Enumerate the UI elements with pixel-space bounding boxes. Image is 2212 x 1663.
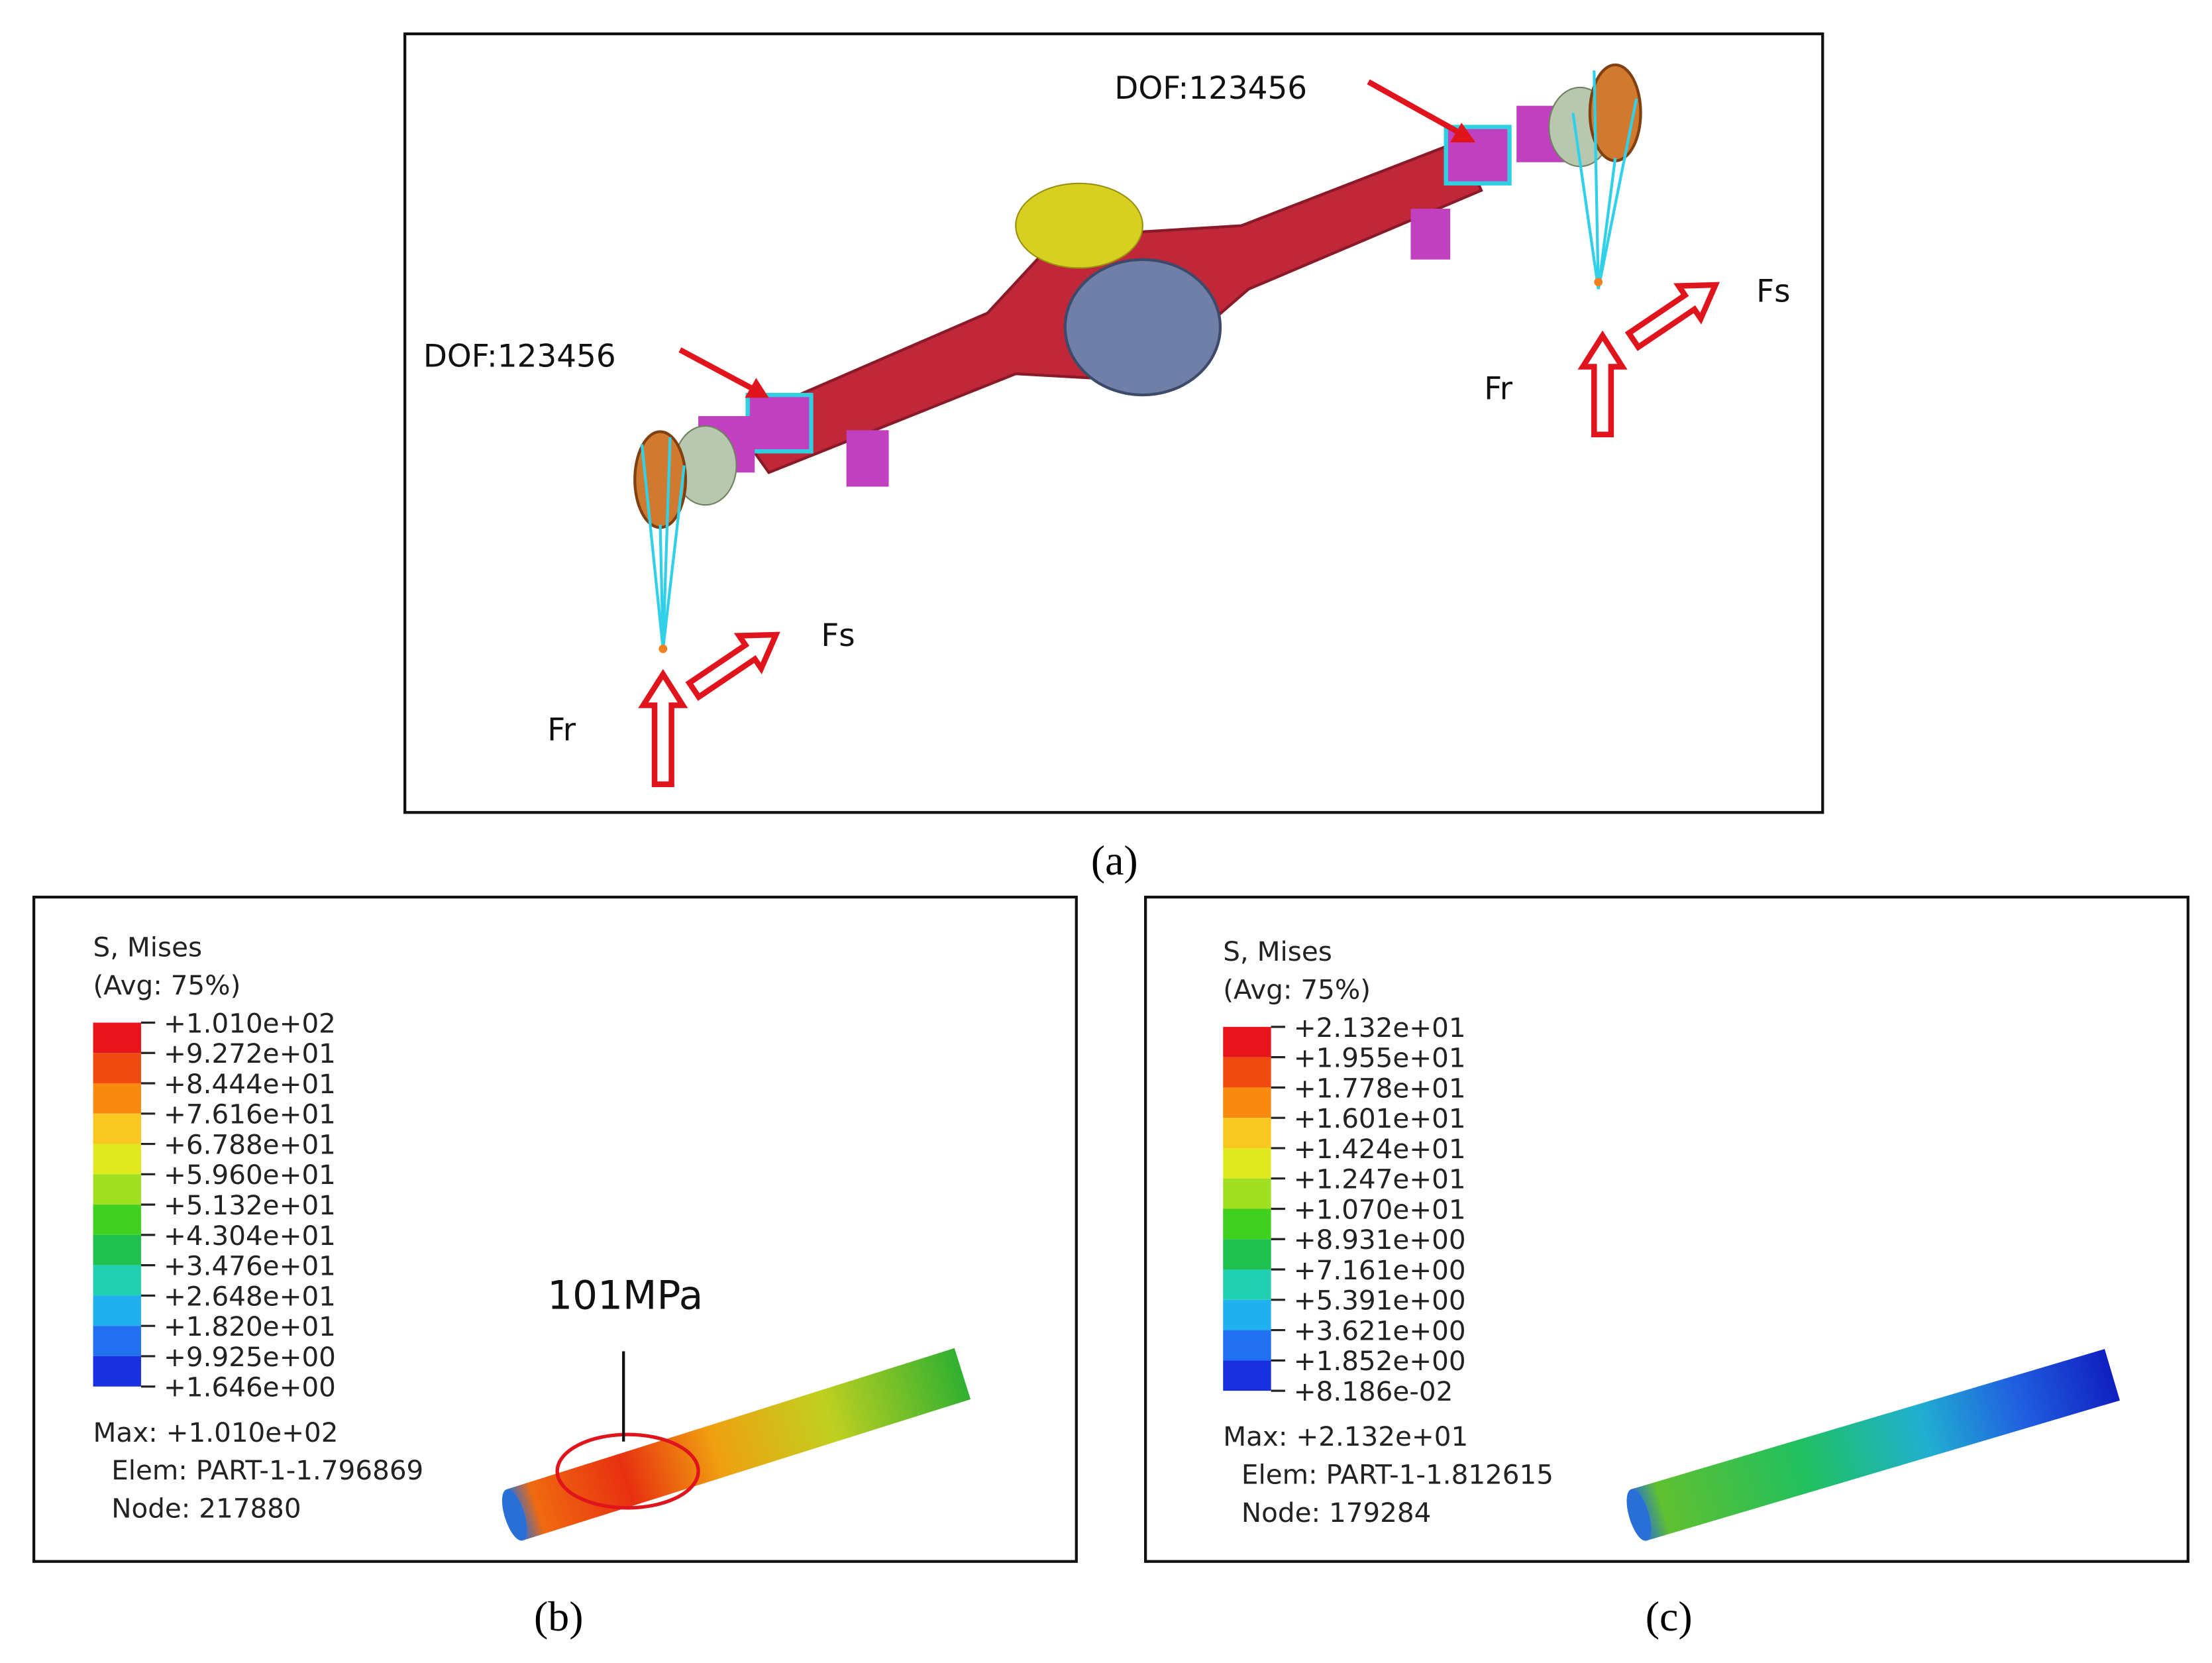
legend-label: +7.161e+00 [1294, 1254, 1466, 1286]
caption: (c) [1646, 1593, 1693, 1640]
legend-label: +7.616e+01 [164, 1099, 336, 1130]
legend-label: +2.132e+01 [1294, 1012, 1466, 1044]
legend-band [1223, 1208, 1271, 1240]
max-info: Max: +1.010e+02 [93, 1417, 339, 1448]
force-label: Fs [821, 618, 855, 654]
legend-label: +1.010e+02 [164, 1007, 336, 1039]
legend-label: +8.186e-02 [1294, 1375, 1453, 1407]
legend-label: +1.070e+01 [1294, 1193, 1466, 1225]
legend-band [93, 1174, 141, 1205]
legend-label: +1.424e+01 [1294, 1133, 1466, 1165]
legend-title: S, Mises [1223, 936, 1332, 967]
legend-band [93, 1205, 141, 1235]
legend-band [1223, 1360, 1271, 1391]
stress-tube [1626, 1349, 2120, 1541]
legend-label: +1.247e+01 [1294, 1163, 1466, 1195]
legend-band [1223, 1178, 1271, 1209]
legend-label: +5.132e+01 [164, 1189, 336, 1221]
legend-band [1223, 1026, 1271, 1057]
legend-subtitle: (Avg: 75%) [1223, 973, 1371, 1005]
legend-label: +2.648e+01 [164, 1280, 336, 1312]
legend-subtitle: (Avg: 75%) [93, 969, 241, 1001]
elem-info: Elem: PART-1-1.796869 [111, 1454, 423, 1486]
legend-label: +8.931e+00 [1294, 1224, 1466, 1256]
legend-band [93, 1083, 141, 1114]
force-label: Fr [547, 713, 576, 749]
elem-info: Elem: PART-1-1.812615 [1241, 1459, 1554, 1491]
annotation: 101MPa [547, 1273, 703, 1319]
legend-label: +1.601e+01 [1294, 1102, 1466, 1134]
dof-label: DOF:123456 [423, 339, 616, 375]
legend-label: +1.646e+00 [164, 1371, 336, 1403]
legend-band [93, 1113, 141, 1144]
legend-band [1223, 1269, 1271, 1300]
legend-label: +5.960e+01 [164, 1159, 336, 1191]
legend-label: +9.925e+00 [164, 1341, 336, 1373]
legend-label: +8.444e+01 [164, 1068, 336, 1100]
legend-label: +1.820e+01 [164, 1311, 336, 1342]
legend-band [1223, 1239, 1271, 1270]
highlight-ellipse [555, 1432, 700, 1510]
max-info: Max: +2.132e+01 [1223, 1421, 1468, 1452]
node-info: Node: 179284 [1241, 1497, 1431, 1529]
stress-tube [501, 1348, 971, 1541]
legend-label: +1.778e+01 [1294, 1072, 1466, 1104]
legend-label: +4.304e+01 [164, 1220, 336, 1252]
legend-band [93, 1265, 141, 1296]
legend-band [1223, 1057, 1271, 1088]
legend-band [1223, 1330, 1271, 1361]
dof-label: DOF:123456 [1114, 71, 1307, 107]
legend-band [93, 1295, 141, 1326]
legend-band [93, 1022, 141, 1053]
legend-label: +5.391e+00 [1294, 1285, 1466, 1316]
legend-band [1223, 1148, 1271, 1179]
legend-label: +9.272e+01 [164, 1038, 336, 1069]
legend-band [93, 1326, 141, 1356]
legend-band [93, 1356, 141, 1387]
force-label: Fs [1756, 274, 1790, 310]
arrows [638, 79, 1720, 787]
legend-band [1223, 1087, 1271, 1118]
legend-label: +6.788e+01 [164, 1128, 336, 1160]
legend-label: +3.476e+01 [164, 1250, 336, 1282]
legend-band [1223, 1118, 1271, 1148]
panel-frame [1143, 895, 2189, 1563]
node-info: Node: 217880 [111, 1493, 301, 1525]
legend-label: +1.852e+00 [1294, 1345, 1466, 1377]
legend-band [93, 1144, 141, 1175]
caption: (a) [1091, 837, 1138, 884]
caption: (b) [534, 1593, 583, 1640]
force-label: Fr [1484, 371, 1513, 407]
legend-band [93, 1234, 141, 1265]
panel-frame [32, 895, 1078, 1563]
legend-label: +1.955e+01 [1294, 1042, 1466, 1074]
legend-band [1223, 1299, 1271, 1330]
legend-title: S, Mises [93, 931, 203, 963]
legend-band [93, 1053, 141, 1084]
legend-label: +3.621e+00 [1294, 1314, 1466, 1346]
